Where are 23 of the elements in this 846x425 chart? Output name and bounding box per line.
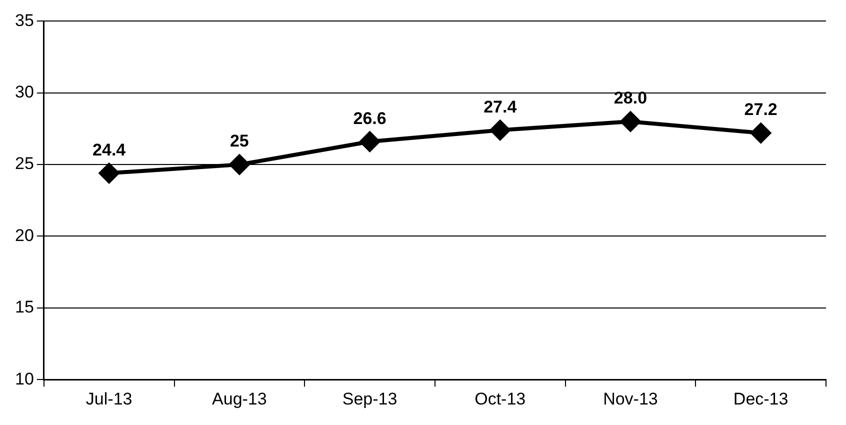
data-label: 24.4 xyxy=(92,140,126,160)
data-label: 25 xyxy=(230,132,249,151)
y-tick-label: 10 xyxy=(14,369,34,388)
x-tick-label: Oct-13 xyxy=(474,389,526,408)
point xyxy=(490,120,510,140)
data-label: 27.4 xyxy=(484,97,518,116)
y-tick-label: 30 xyxy=(14,82,34,102)
data-label: 27.2 xyxy=(744,100,778,120)
x-tick-label: Jul-13 xyxy=(86,389,132,408)
x-tick-label: Sep-13 xyxy=(342,389,398,408)
y-tick-label: 35 xyxy=(14,10,34,30)
point xyxy=(750,123,771,144)
data-label: 26.6 xyxy=(353,108,386,128)
y-tick-label: 20 xyxy=(14,226,34,245)
point xyxy=(99,163,120,184)
point xyxy=(620,112,640,132)
y-tick-label: 25 xyxy=(14,154,34,174)
x-tick-label: Dec-13 xyxy=(733,389,788,408)
point xyxy=(229,154,250,175)
x-tick-label: Nov-13 xyxy=(603,389,658,408)
y-tick-label: 15 xyxy=(14,298,34,317)
x-tick-label: Aug-13 xyxy=(212,389,267,408)
point xyxy=(360,132,380,152)
